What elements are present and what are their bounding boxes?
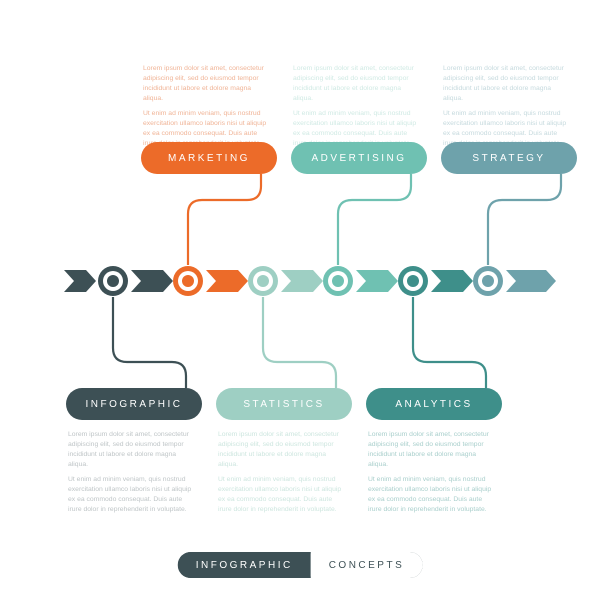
footer-left: INFOGRAPHIC <box>178 552 311 578</box>
pill-label: MARKETING <box>168 153 250 164</box>
desc-text: Ut enim ad minim veniam, quis nostrud ex… <box>68 475 196 514</box>
pill-label: INFOGRAPHIC <box>86 399 183 410</box>
desc-text: Lorem ipsum dolor sit amet, consectetur … <box>368 430 496 469</box>
timeline-seg-3 <box>356 270 398 292</box>
pill-label: ADVERTISING <box>311 153 406 164</box>
timeline-seg-5 <box>506 270 556 292</box>
node-strategy <box>473 266 503 296</box>
pill-label: STRATEGY <box>472 153 545 164</box>
desc-statistics: Lorem ipsum dolor sit amet, consectetur … <box>218 430 346 515</box>
pill-label: ANALYTICS <box>395 399 472 410</box>
desc-infographic: Lorem ipsum dolor sit amet, consectetur … <box>68 430 196 515</box>
desc-strategy: Lorem ipsum dolor sit amet, consectetur … <box>443 64 571 149</box>
desc-text: Lorem ipsum dolor sit amet, consectetur … <box>68 430 196 469</box>
timeline-seg-4 <box>431 270 473 292</box>
pill-analytics: ANALYTICS <box>366 388 502 420</box>
desc-text: Lorem ipsum dolor sit amet, consectetur … <box>443 64 571 103</box>
pill-statistics: STATISTICS <box>216 388 352 420</box>
footer-right: CONCEPTS <box>311 552 423 578</box>
pill-marketing: MARKETING <box>141 142 277 174</box>
node-analytics <box>398 266 428 296</box>
desc-text: Lorem ipsum dolor sit amet, consectetur … <box>143 64 271 103</box>
timeline-seg-0 <box>131 270 173 292</box>
desc-analytics: Lorem ipsum dolor sit amet, consectetur … <box>368 430 496 515</box>
node-infographic <box>98 266 128 296</box>
timeline-seg-1 <box>206 270 248 292</box>
desc-advertising: Lorem ipsum dolor sit amet, consectetur … <box>293 64 421 149</box>
desc-text: Ut enim ad minim veniam, quis nostrud ex… <box>368 475 496 514</box>
pill-label: STATISTICS <box>243 399 324 410</box>
desc-text: Lorem ipsum dolor sit amet, consectetur … <box>218 430 346 469</box>
pill-infographic: INFOGRAPHIC <box>66 388 202 420</box>
timeline-start <box>64 270 96 292</box>
pill-strategy: STRATEGY <box>441 142 577 174</box>
pill-advertising: ADVERTISING <box>291 142 427 174</box>
infographic-root: Lorem ipsum dolor sit amet, consectetur … <box>0 0 600 600</box>
node-marketing <box>173 266 203 296</box>
footer-pill: INFOGRAPHIC CONCEPTS <box>178 552 423 578</box>
node-statistics <box>248 266 278 296</box>
desc-text: Ut enim ad minim veniam, quis nostrud ex… <box>218 475 346 514</box>
desc-marketing: Lorem ipsum dolor sit amet, consectetur … <box>143 64 271 149</box>
node-advertising <box>323 266 353 296</box>
timeline-seg-2 <box>281 270 323 292</box>
desc-text: Lorem ipsum dolor sit amet, consectetur … <box>293 64 421 103</box>
